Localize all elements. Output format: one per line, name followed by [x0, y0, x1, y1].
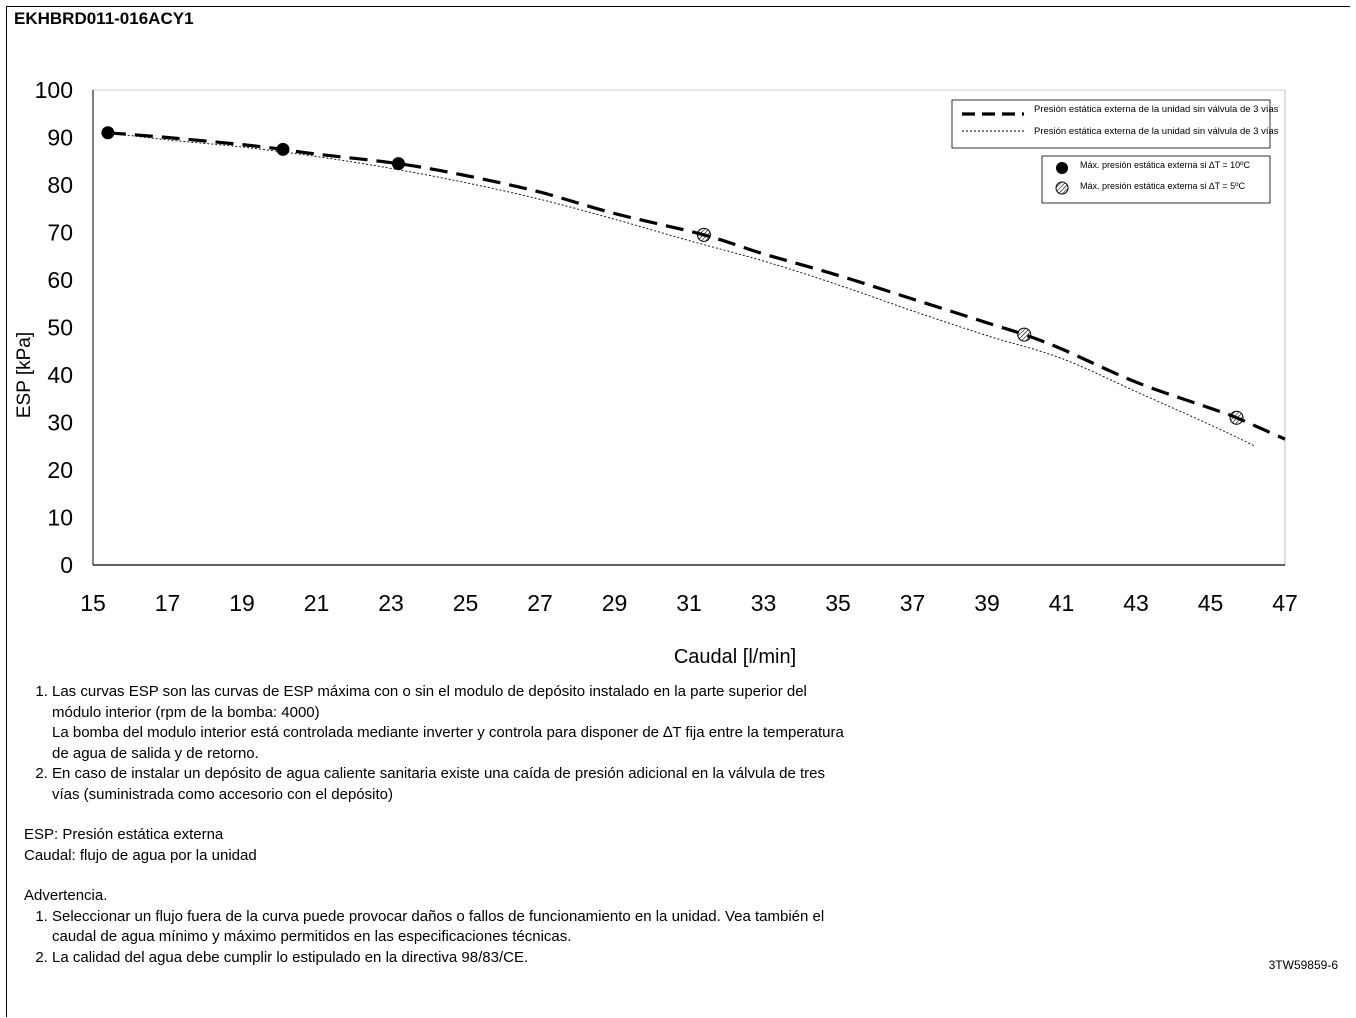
x-tick-label: 27: [527, 590, 553, 616]
x-tick-label: 25: [453, 590, 479, 616]
series-dashed-line: [107, 131, 1286, 441]
notes-list: Las curvas ESP son las curvas de ESP máx…: [24, 682, 854, 805]
y-tick-label: 30: [47, 410, 73, 436]
y-tick-label: 40: [47, 362, 73, 388]
marker-filled-point: [101, 126, 115, 140]
marker-hatched-point: [1229, 410, 1244, 425]
note-1-text: Las curvas ESP son las curvas de ESP máx…: [52, 683, 807, 721]
marker-filled-point: [391, 157, 405, 171]
warning-heading: Advertencia.: [24, 887, 108, 904]
note-1: Las curvas ESP son las curvas de ESP máx…: [52, 682, 854, 764]
y-axis-label: ESP [kPa]: [14, 332, 35, 418]
y-tick-label: 0: [60, 552, 73, 578]
legend-box-lines: [951, 99, 1271, 149]
legend-label-hatched: Máx. presión estática externa si ∆T = 5º…: [1080, 181, 1245, 191]
x-tick-label: 41: [1049, 590, 1075, 616]
y-tick-label: 10: [47, 505, 73, 531]
y-tick-label: 70: [47, 220, 73, 246]
warning-2: La calidad del agua debe cumplir lo esti…: [52, 948, 854, 969]
note-2-text: En caso de instalar un depósito de agua …: [52, 765, 826, 803]
y-tick-label: 90: [47, 125, 73, 151]
warnings-list: Seleccionar un flujo fuera de la curva p…: [24, 907, 854, 969]
legend-filled-marker: [1056, 162, 1068, 174]
legend-hatched-marker: [1055, 181, 1069, 195]
x-tick-label: 45: [1198, 590, 1224, 616]
esp-chart: 0 10 20 30 40 50 60 70 80 90 100 15 17 19 21 23 25 27 29 31…: [14, 77, 1298, 668]
page-frame: [6, 6, 1350, 1017]
x-tick-label: 21: [304, 590, 330, 616]
marker-hatched-point: [1017, 327, 1032, 342]
x-tick-label: 35: [825, 590, 851, 616]
x-tick-label: 23: [378, 590, 404, 616]
legend-label-dashed: Presión estática externa de la unidad si…: [1034, 104, 1279, 115]
document-code: 3TW59859-6: [1268, 958, 1338, 972]
y-tick-label: 50: [47, 315, 73, 341]
x-tick-label: 29: [602, 590, 628, 616]
x-tick-label: 33: [751, 590, 777, 616]
y-tick-label: 20: [47, 457, 73, 483]
x-tick-label: 15: [80, 590, 106, 616]
document-title: EKHBRD011-016ACY1: [14, 9, 194, 28]
y-tick-label: 100: [35, 77, 73, 103]
x-tick-label: 31: [676, 590, 702, 616]
x-axis-label: Caudal [l/min]: [674, 646, 796, 668]
x-tick-label: 37: [900, 590, 926, 616]
esp-definition: ESP: Presión estática externa: [24, 826, 224, 843]
legend-label-filled: Máx. presión estática externa si ∆T = 10…: [1080, 160, 1250, 170]
legend-box-markers: [1041, 155, 1271, 204]
note-1-text-2: La bomba del modulo interior está contro…: [52, 724, 844, 762]
x-tick-label: 47: [1272, 590, 1298, 616]
legend-label-dotted: Presión estática externa de la unidad si…: [1034, 126, 1279, 137]
x-tick-label: 43: [1123, 590, 1149, 616]
marker-hatched-point: [696, 227, 711, 242]
series-dotted-line: [107, 132, 1256, 447]
note-2: En caso de instalar un depósito de agua …: [52, 764, 854, 805]
y-tick-label: 60: [47, 267, 73, 293]
x-tick-label: 39: [974, 590, 1000, 616]
marker-filled-point: [276, 142, 290, 156]
legend: Presión estática externa de la unidad si…: [951, 99, 1279, 204]
x-tick-label: 19: [229, 590, 255, 616]
warning-1: Seleccionar un flujo fuera de la curva p…: [52, 907, 854, 948]
y-tick-label: 80: [47, 172, 73, 198]
x-tick-label: 17: [155, 590, 181, 616]
caudal-definition: Caudal: flujo de agua por la unidad: [24, 846, 257, 864]
notes-section: Las curvas ESP son las curvas de ESP máx…: [24, 682, 854, 968]
